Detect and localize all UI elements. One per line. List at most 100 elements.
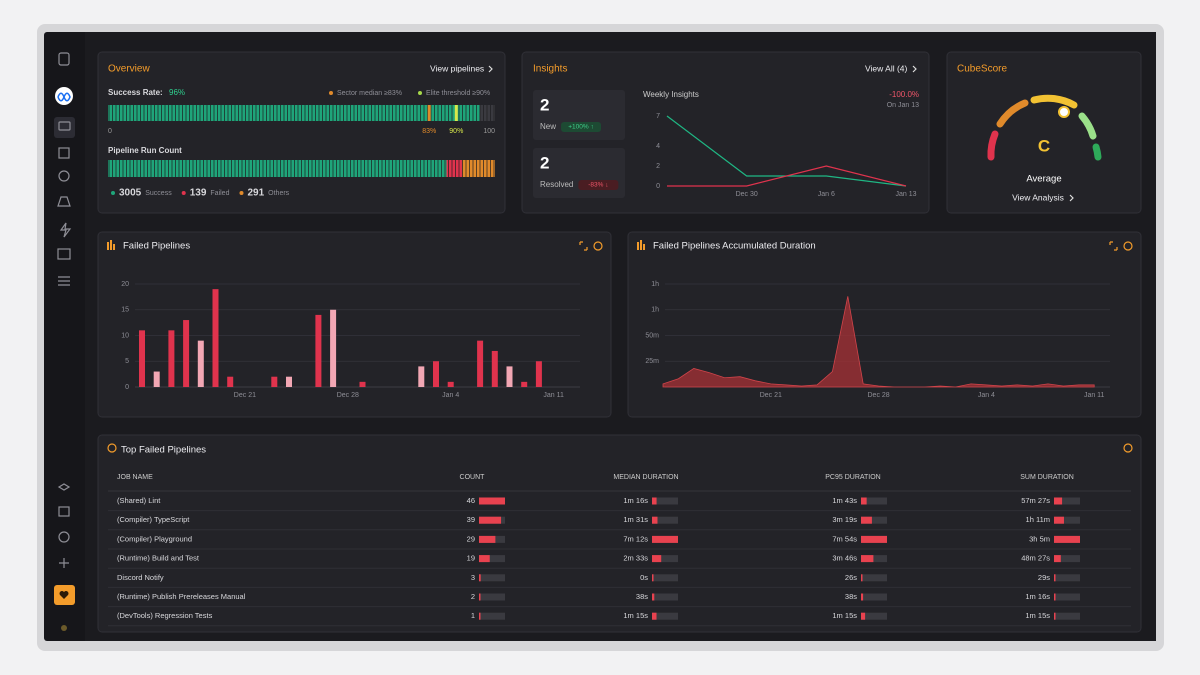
overview-panel bbox=[97, 51, 506, 214]
help-icon[interactable] bbox=[1123, 241, 1133, 251]
insight-count: 2 bbox=[540, 95, 549, 114]
mini-bar bbox=[861, 497, 867, 505]
mini-track bbox=[652, 574, 678, 582]
column-header: JOB NAME bbox=[117, 474, 153, 481]
mini-bar bbox=[1054, 516, 1064, 524]
mini-track bbox=[479, 593, 505, 601]
cell: 3m 46s bbox=[832, 554, 857, 563]
job-name[interactable]: (Runtime) Publish Prereleases Manual bbox=[117, 592, 246, 601]
panel-title: CubeScore bbox=[957, 64, 1007, 75]
user-avatar[interactable] bbox=[61, 625, 67, 631]
mini-track bbox=[1054, 516, 1080, 524]
gauge bbox=[987, 94, 1102, 161]
gauge-arc bbox=[996, 99, 1029, 128]
table-panel bbox=[97, 434, 1142, 633]
mini-bar bbox=[479, 612, 481, 620]
job-name[interactable]: (Shared) Lint bbox=[117, 496, 161, 505]
expand-icon[interactable] bbox=[1109, 241, 1118, 251]
y-tick-label: 7 bbox=[656, 113, 660, 120]
nav-flash[interactable] bbox=[59, 222, 72, 238]
job-name[interactable]: (DevTools) Regression Tests bbox=[117, 611, 213, 620]
mini-bar bbox=[1054, 497, 1063, 505]
gauge-arc bbox=[1092, 143, 1102, 161]
help-icon[interactable] bbox=[593, 241, 603, 251]
cell: 1 bbox=[471, 611, 475, 620]
panel-link[interactable]: View pipelines bbox=[430, 63, 484, 73]
change: -83% ↓ bbox=[588, 182, 608, 189]
help-icon[interactable] bbox=[1123, 443, 1133, 453]
panel-link[interactable]: View All (4) bbox=[865, 63, 908, 73]
job-name[interactable]: (Compiler) TypeScript bbox=[117, 515, 190, 524]
change-pill bbox=[561, 122, 602, 132]
column-header: PC95 DURATION bbox=[825, 474, 881, 481]
chevron bbox=[1069, 194, 1074, 202]
mini-track bbox=[479, 555, 505, 563]
column-header: COUNT bbox=[460, 474, 486, 481]
gauge-arc bbox=[1030, 94, 1078, 109]
mini-bar bbox=[1054, 535, 1080, 543]
nav-active[interactable] bbox=[54, 117, 75, 138]
bar bbox=[330, 309, 337, 387]
chart-title: Weekly Insights bbox=[643, 90, 699, 99]
cubescore-panel bbox=[946, 51, 1142, 214]
cell: 3m 19s bbox=[832, 515, 857, 524]
cell: 7m 54s bbox=[832, 534, 857, 543]
y-tick-label: 0 bbox=[656, 183, 660, 190]
mini-bar bbox=[652, 555, 662, 563]
nav-money[interactable] bbox=[57, 248, 71, 260]
panel-title: Failed Pipelines bbox=[123, 241, 190, 252]
job-name[interactable]: (Compiler) Playground bbox=[117, 534, 192, 543]
cell: 1m 15s bbox=[1025, 611, 1050, 620]
mini-track bbox=[1054, 497, 1080, 505]
stripes bbox=[108, 105, 495, 121]
cell: 1m 15s bbox=[832, 611, 857, 620]
mini-track bbox=[861, 555, 887, 563]
mini-bar bbox=[652, 535, 678, 543]
job-name[interactable]: Discord Notify bbox=[117, 573, 164, 582]
bar bbox=[477, 340, 484, 387]
y-tick-label: 25m bbox=[645, 358, 659, 365]
gauge-arc bbox=[1078, 112, 1097, 140]
bar bbox=[227, 376, 234, 387]
nav-cube[interactable] bbox=[58, 147, 70, 159]
mini-bar bbox=[1054, 555, 1061, 563]
mini-bar bbox=[861, 555, 874, 563]
mini-bar bbox=[479, 516, 502, 524]
nav-web[interactable] bbox=[58, 531, 70, 543]
cell: 26s bbox=[845, 573, 857, 582]
value: 96% bbox=[169, 88, 185, 97]
bar bbox=[418, 366, 425, 387]
link[interactable]: View Analysis bbox=[1012, 192, 1064, 202]
change-pill bbox=[578, 180, 619, 190]
chevron bbox=[912, 65, 917, 73]
bar bbox=[433, 361, 439, 387]
cell: 1m 15s bbox=[623, 611, 648, 620]
mini-track bbox=[861, 593, 887, 601]
nav-insights[interactable] bbox=[58, 170, 70, 182]
mini-track bbox=[1054, 593, 1080, 601]
mini-bar bbox=[861, 612, 866, 620]
legend-label: Failed bbox=[210, 190, 229, 197]
bar bbox=[491, 350, 498, 387]
legend-dot bbox=[111, 191, 115, 195]
x-tick-label: Dec 21 bbox=[234, 392, 256, 399]
nav-docs[interactable] bbox=[58, 506, 70, 517]
legend-value: 3005 bbox=[119, 188, 142, 199]
nav-learn[interactable] bbox=[57, 483, 71, 491]
job-name[interactable]: (Runtime) Build and Test bbox=[117, 554, 200, 563]
y-tick-label: 20 bbox=[121, 281, 129, 288]
x-tick-label: Jan 11 bbox=[543, 392, 564, 399]
mini-track bbox=[861, 612, 887, 620]
tick-label: 83% bbox=[422, 128, 436, 135]
mini-bar bbox=[1054, 593, 1056, 601]
legend-entry: Elite threshold ≥90% bbox=[426, 90, 490, 97]
legend-label: Success bbox=[145, 190, 172, 197]
nav-settings[interactable] bbox=[58, 276, 70, 286]
cell: 1h 11m bbox=[1026, 515, 1050, 524]
label: Success Rate: bbox=[108, 88, 163, 97]
expand-icon[interactable] bbox=[579, 241, 588, 251]
bar bbox=[271, 376, 278, 387]
nav-slack[interactable] bbox=[59, 558, 69, 568]
y-tick-label: 5 bbox=[125, 358, 129, 365]
nav-lab[interactable] bbox=[57, 196, 71, 207]
